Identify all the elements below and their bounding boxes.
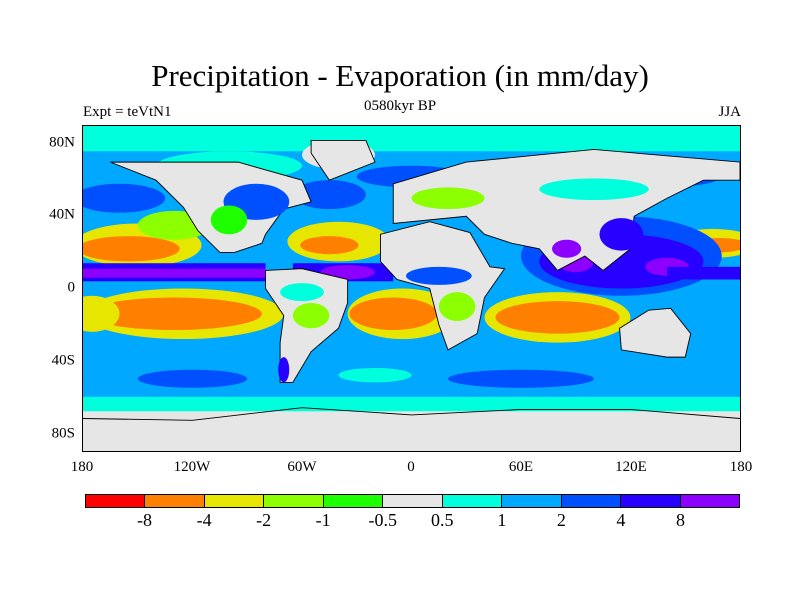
colorbar-level-label: -1: [315, 510, 331, 530]
lon-label: 120W: [173, 459, 211, 475]
pme-contour-map: [83, 126, 740, 451]
colorbar-swatch: [621, 495, 681, 507]
colorbar-level-label: -0.5: [368, 510, 397, 530]
colorbar-level-label: -2: [256, 510, 272, 530]
lat-label: 0: [67, 279, 76, 296]
lon-label: 120E: [615, 459, 647, 475]
map-panel: [82, 125, 741, 452]
experiment-label: Expt = teVtN1: [83, 104, 172, 120]
colorbar-level-label: -8: [137, 510, 153, 530]
colorbar-level-label: 2: [556, 510, 566, 530]
colorbar-swatch: [383, 495, 443, 507]
colorbar-level-label: 4: [616, 510, 626, 530]
lat-label: 40N: [49, 206, 75, 223]
lon-label: 180: [729, 459, 753, 475]
lat-label: 40S: [51, 352, 75, 369]
time-label: 0580kyr BP: [363, 98, 437, 114]
colorbar-swatch: [264, 495, 324, 507]
lat-label: 80N: [49, 134, 75, 151]
colorbar-swatch: [145, 495, 205, 507]
colorbar-swatch: [442, 495, 503, 507]
colorbar-level-label: 1: [497, 510, 507, 530]
lon-label: 60E: [508, 459, 534, 475]
plot-title: Precipitation - Evaporation (in mm/day): [151, 58, 649, 93]
lon-label: 180: [70, 459, 94, 475]
colorbar-swatch: [561, 495, 622, 507]
colorbar-swatch: [323, 495, 384, 507]
season-label: JJA: [718, 104, 741, 120]
lat-label: 80S: [51, 425, 75, 442]
colorbar-level-label: -4: [196, 510, 212, 530]
colorbar: [85, 494, 740, 508]
lon-label: 60W: [287, 459, 317, 475]
colorbar-swatch: [204, 495, 265, 507]
colorbar-swatch: [86, 495, 146, 507]
colorbar-swatch: [502, 495, 562, 507]
colorbar-level-label: 8: [675, 510, 685, 530]
colorbar-level-label: 0.5: [431, 510, 454, 530]
lon-label: 0: [407, 459, 415, 475]
colorbar-swatch: [680, 495, 739, 507]
